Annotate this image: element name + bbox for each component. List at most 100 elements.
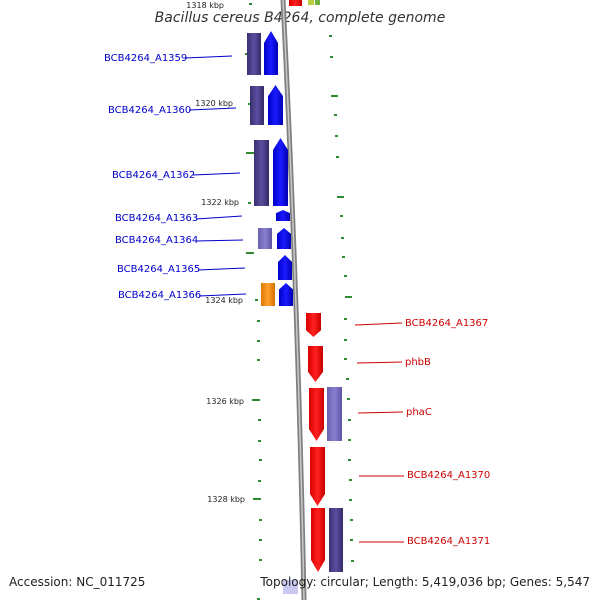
orf-box[interactable]: [247, 33, 261, 75]
forward-cds-arrow[interactable]: [279, 283, 293, 306]
orf-box[interactable]: [258, 228, 272, 249]
ruler-tick: [248, 202, 251, 204]
partial-feature-lavender[interactable]: [283, 580, 298, 594]
forward-cds-arrow[interactable]: [276, 210, 290, 221]
forward-cds-arrow[interactable]: [278, 255, 292, 280]
forward-gene-leader: [197, 267, 246, 271]
forward-gene-leader: [198, 293, 247, 297]
ruler-tick: [346, 378, 349, 380]
ruler-tick: [331, 95, 338, 97]
forward-gene-label[interactable]: BCB4264_A1364: [115, 235, 198, 246]
forward-cds-arrow[interactable]: [264, 31, 278, 75]
forward-gene-leader: [192, 172, 241, 176]
ruler-tick: [350, 539, 353, 541]
partial-feature-green[interactable]: [315, 0, 320, 5]
ruler-tick: [341, 237, 344, 239]
reverse-gene-leader: [357, 411, 404, 414]
reverse-cds-arrow[interactable]: [310, 447, 325, 506]
ruler-tick: [257, 598, 260, 600]
forward-cds-arrow[interactable]: [273, 138, 288, 206]
partial-reverse-cds[interactable]: [289, 0, 302, 6]
ruler-tick: [253, 498, 261, 500]
reverse-gene-leader: [354, 322, 403, 326]
ruler-tick: [350, 519, 353, 521]
reverse-cds-arrow[interactable]: [308, 346, 323, 382]
ruler-tick: [258, 419, 261, 421]
orf-box[interactable]: [250, 86, 264, 125]
ruler-tick: [257, 359, 260, 361]
ruler-tick: [330, 56, 333, 58]
forward-gene-label[interactable]: BCB4264_A1365: [117, 264, 200, 275]
ruler-label: 1318 kbp: [186, 1, 224, 10]
ruler-tick: [344, 339, 347, 341]
ruler-tick: [342, 256, 345, 258]
reverse-gene-label[interactable]: BCB4264_A1370: [407, 470, 490, 481]
ruler-tick: [348, 439, 351, 441]
ruler-tick: [334, 114, 337, 116]
ruler-tick: [259, 559, 262, 561]
ruler-tick: [349, 499, 352, 501]
ruler-tick: [249, 3, 252, 5]
forward-cds-arrow[interactable]: [268, 85, 283, 125]
ruler-tick: [248, 103, 251, 105]
ruler-tick: [246, 152, 254, 154]
ruler-tick: [340, 215, 343, 217]
ruler-label: 1322 kbp: [201, 198, 239, 207]
forward-gene-leader: [195, 215, 243, 220]
reverse-cds-arrow[interactable]: [311, 508, 325, 572]
ruler-tick: [347, 398, 350, 400]
reverse-gene-label[interactable]: BCB4264_A1371: [407, 536, 490, 547]
ruler-tick: [348, 419, 351, 421]
reverse-cds-arrow[interactable]: [309, 388, 324, 441]
ruler-tick: [257, 340, 260, 342]
ruler-tick: [336, 156, 339, 158]
ruler-ticks: [245, 3, 354, 600]
ruler-label: 1328 kbp: [207, 495, 245, 504]
ruler-tick: [329, 35, 332, 37]
orf-box[interactable]: [327, 387, 342, 441]
ruler-tick: [344, 358, 347, 360]
reverse-gene-label[interactable]: BCB4264_A1367: [405, 318, 488, 329]
genome-summary-text: Topology: circular; Length: 5,419,036 bp…: [260, 575, 590, 589]
orf-box[interactable]: [329, 508, 343, 572]
rna-feature[interactable]: [261, 283, 275, 306]
ruler-tick: [259, 539, 262, 541]
ruler-tick: [345, 296, 352, 298]
ruler-label: 1324 kbp: [205, 296, 243, 305]
ruler-tick: [344, 275, 347, 277]
ruler-tick: [335, 135, 338, 137]
ruler-tick: [258, 440, 261, 442]
orf-box[interactable]: [254, 140, 269, 206]
ruler-tick: [246, 252, 254, 254]
forward-gene-leader: [195, 239, 244, 242]
forward-gene-label[interactable]: BCB4264_A1363: [115, 213, 198, 224]
reverse-gene-label[interactable]: phaC: [406, 407, 432, 418]
ruler-tick: [351, 560, 354, 562]
ruler-tick: [337, 196, 344, 198]
features-layer: [247, 31, 343, 572]
forward-gene-label[interactable]: BCB4264_A1366: [118, 290, 201, 301]
map-title: Bacillus cereus B4264, complete genome: [154, 10, 446, 26]
forward-gene-leader: [188, 107, 237, 111]
accession-text: Accession: NC_011725: [9, 575, 146, 589]
ruler-tick: [255, 299, 258, 301]
ruler-tick: [349, 479, 352, 481]
ruler-tick: [259, 459, 262, 461]
partial-feature-yellow[interactable]: [308, 0, 314, 5]
reverse-gene-label[interactable]: phbB: [405, 357, 431, 368]
ruler-label: 1326 kbp: [206, 397, 244, 406]
reverse-gene-leader: [356, 361, 403, 364]
ruler-tick: [258, 480, 261, 482]
forward-gene-label[interactable]: BCB4264_A1359: [104, 53, 187, 64]
forward-gene-leader: [184, 55, 233, 59]
ruler-tick: [257, 320, 260, 322]
forward-gene-label[interactable]: BCB4264_A1362: [112, 170, 195, 181]
ruler-tick: [348, 459, 351, 461]
ruler-tick: [259, 519, 262, 521]
reverse-cds-arrow[interactable]: [306, 313, 321, 337]
ruler-label: 1320 kbp: [195, 99, 233, 108]
ruler-tick: [344, 318, 347, 320]
forward-gene-label[interactable]: BCB4264_A1360: [108, 105, 191, 116]
forward-cds-arrow[interactable]: [277, 228, 291, 249]
